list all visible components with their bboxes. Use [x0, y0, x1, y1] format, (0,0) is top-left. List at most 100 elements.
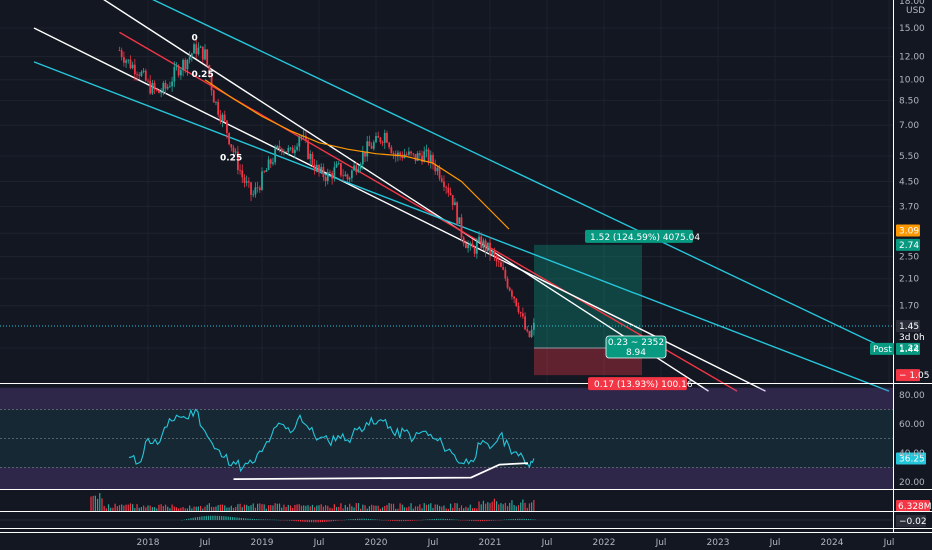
macd-histogram-bar: [264, 519, 267, 520]
price-candle: [274, 148, 277, 163]
macd-histogram-bar: [225, 516, 227, 520]
volume-bar: [169, 508, 171, 511]
price-candle: [368, 141, 371, 147]
price-candle: [201, 46, 204, 60]
price-candle: [307, 140, 309, 159]
volume-bar: [189, 505, 191, 511]
price-candle: [511, 290, 513, 297]
price-candle: [133, 64, 136, 75]
price-candle: [296, 146, 298, 150]
macd-histogram-bar: [262, 519, 264, 520]
price-candle: [230, 144, 233, 148]
volume-bar: [118, 505, 121, 511]
volume-bar: [294, 504, 296, 511]
price-tick-label: 5.50: [899, 152, 919, 162]
volume-bar: [491, 501, 493, 511]
macd-histogram-bar: [525, 518, 527, 520]
volume-bar: [215, 506, 217, 511]
rsi-pane[interactable]: 36.25: [0, 387, 926, 490]
volume-bar: [298, 504, 300, 511]
volume-bar: [272, 505, 274, 511]
volume-bar: [478, 501, 480, 511]
channel-line-upper-outer[interactable]: [110, 0, 890, 351]
ratio-label-line-2: 8.94: [626, 348, 646, 358]
volume-bar: [281, 507, 283, 511]
price-candle: [256, 187, 259, 189]
volume-bar: [239, 503, 241, 511]
volume-bar: [366, 508, 368, 511]
time-axis[interactable]: 2018 Jul 2019 Jul 2020 Jul 2021 Jul 2022 Jul 2023 J…: [0, 532, 932, 549]
macd-histogram-bar: [409, 520, 411, 521]
price-candle: [289, 147, 292, 149]
volume-bar: [112, 507, 114, 511]
price-candle: [427, 149, 430, 163]
volume-bar: [511, 500, 513, 511]
macd-histogram-bar: [470, 520, 473, 521]
currency-label: USD: [906, 6, 925, 16]
price-candle: [392, 153, 395, 154]
price-candle: [228, 132, 231, 145]
ratio-label-line-1: 0.23 ~ 2352: [608, 338, 664, 348]
volume-bar: [147, 505, 149, 511]
volume-bar: [458, 507, 460, 511]
volume-bar: [471, 508, 474, 511]
pane-separators[interactable]: [0, 383, 932, 529]
macd-histogram-bar: [400, 520, 403, 522]
macd-histogram-bar: [203, 516, 205, 520]
channel-line-upper-inner[interactable]: [91, 0, 709, 392]
price-candle: [340, 163, 342, 176]
macd-histogram-bar: [319, 520, 321, 523]
volume-pane[interactable]: 6.328M: [90, 493, 932, 512]
price-axis[interactable]: 18.00 15.00 12.00 10.00 8.50 7.00 5.50 4.50 3.70…: [870, 0, 929, 533]
price-candle: [478, 236, 480, 242]
macd-histogram-bar: [249, 518, 251, 520]
volume-bar: [395, 508, 397, 511]
volume-bar: [243, 504, 246, 511]
price-candle: [526, 329, 529, 332]
price-pane[interactable]: 0 0.25 0.25: [0, 0, 893, 392]
macd-histogram-bar: [238, 517, 240, 520]
macd-histogram-bar: [260, 519, 262, 520]
macd-pane[interactable]: −0.02: [0, 515, 927, 527]
macd-histogram-bar: [348, 519, 350, 520]
volume-bar: [480, 504, 482, 511]
macd-histogram-bar: [374, 519, 376, 520]
price-candle: [223, 114, 226, 121]
volume-bar: [447, 508, 449, 511]
macd-histogram-bar: [517, 518, 519, 520]
price-candle: [500, 262, 502, 268]
volume-bar: [324, 505, 327, 511]
macd-histogram-bar: [523, 518, 525, 520]
price-tag-badge: [896, 369, 920, 382]
price-candle: [142, 70, 145, 72]
volume-bar: [217, 505, 219, 511]
price-candle: [204, 49, 206, 60]
price-candle: [344, 174, 347, 177]
price-candle: [182, 60, 184, 71]
rsi-divergence-line[interactable]: [233, 462, 529, 480]
macd-histogram-bar: [350, 519, 352, 520]
price-candle: [370, 146, 373, 149]
macd-histogram-bar: [506, 519, 508, 520]
volume-bar: [184, 508, 186, 511]
volume-bar: [261, 504, 263, 511]
channel-line-lower-inner[interactable]: [33, 27, 766, 392]
volume-bar: [520, 502, 522, 511]
volume-bar: [134, 508, 136, 511]
price-candle: [423, 151, 426, 162]
rsi-tick-label: 20.00: [899, 478, 925, 488]
price-candle: [140, 71, 143, 76]
price-candle: [131, 64, 134, 69]
macd-histogram-bar: [207, 515, 210, 520]
macd-histogram-bar: [326, 520, 328, 522]
volume-bar: [482, 500, 485, 511]
macd-histogram-bar: [387, 520, 389, 521]
price-candle: [342, 175, 345, 177]
price-candle: [320, 167, 323, 173]
price-candle: [521, 313, 524, 317]
volume-bar: [388, 503, 390, 511]
price-candle: [127, 59, 130, 61]
price-candle: [361, 151, 364, 165]
price-candle: [234, 151, 237, 153]
